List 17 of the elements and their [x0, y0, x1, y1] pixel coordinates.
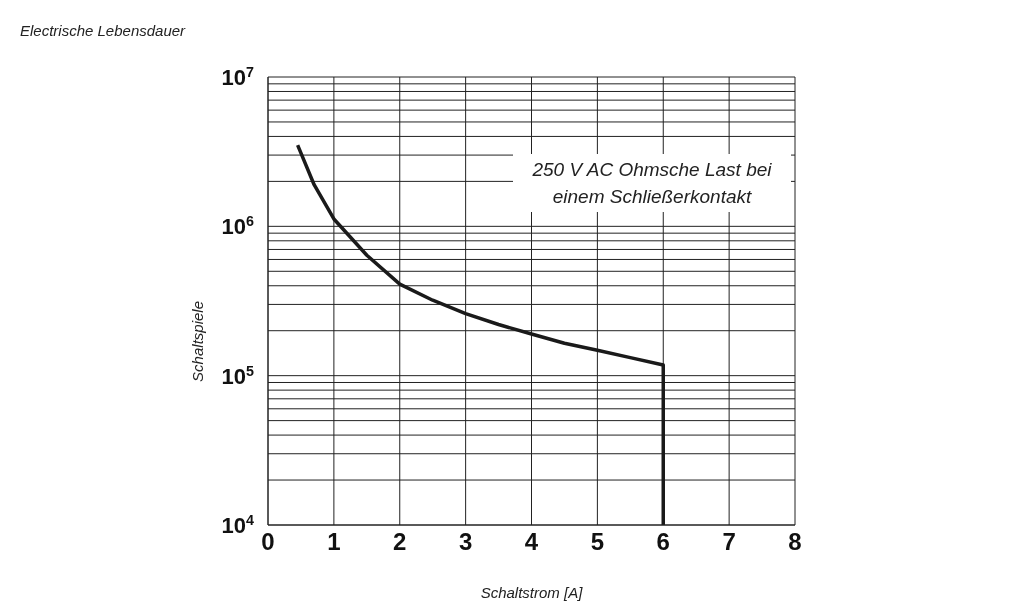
x-tick-label: 8 [788, 528, 802, 556]
x-tick-label: 4 [524, 528, 539, 556]
y-axis-title: Schaltspiele [189, 301, 207, 382]
x-tick-label: 6 [656, 528, 670, 556]
y-tick-label: 10$^{4}$ [221, 512, 255, 538]
annotation: 250 V AC Ohmsche Last bei einem Schließerkontakt [513, 154, 791, 212]
y-tick-label: 10$^{6}$ [221, 213, 255, 240]
text: Electrische Lebensdauer [20, 22, 186, 39]
x-tick-label: 3 [458, 528, 473, 556]
x-axis-title: Schaltstrom [A] [480, 584, 584, 601]
y-tick-label: 10$^{5}$ [221, 362, 255, 389]
x-tick-label: 1 [327, 528, 341, 556]
x-tick-label: 2 [393, 528, 407, 556]
x-tick-label: 5 [590, 528, 605, 556]
x-tick-label: 0 [261, 528, 275, 556]
x-tick-label: 7 [722, 528, 736, 556]
y-tick-label: 10$^{7}$ [221, 64, 255, 90]
